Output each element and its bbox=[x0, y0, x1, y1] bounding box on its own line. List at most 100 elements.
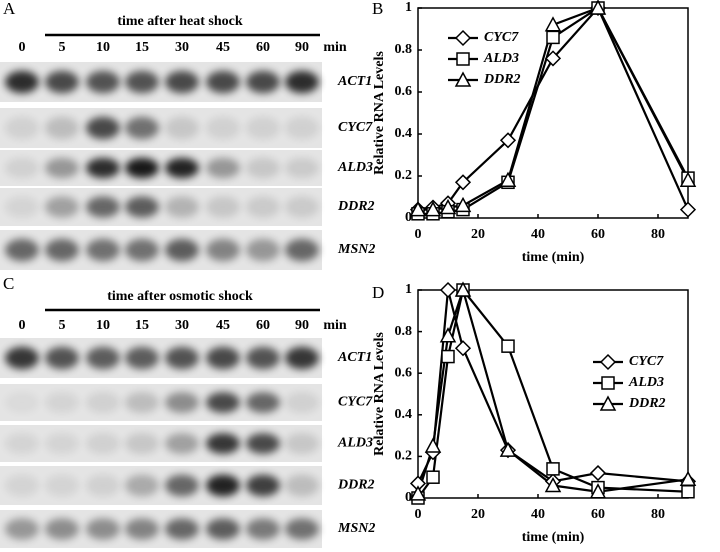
marker bbox=[679, 201, 697, 218]
band bbox=[285, 116, 319, 140]
band bbox=[246, 238, 280, 262]
band bbox=[125, 474, 159, 497]
band bbox=[206, 433, 240, 454]
marker bbox=[426, 470, 440, 484]
x-tick-label: 20 bbox=[471, 507, 485, 522]
band bbox=[86, 196, 120, 218]
legend-label: CYC7 bbox=[484, 30, 519, 45]
marker bbox=[546, 30, 560, 45]
marker bbox=[409, 485, 427, 501]
y-tick-label: 1 bbox=[405, 282, 412, 297]
y-tick-label: 0.8 bbox=[395, 324, 413, 339]
band bbox=[5, 433, 39, 454]
band bbox=[165, 70, 199, 94]
lane-label: 15 bbox=[135, 40, 149, 55]
plot-frame bbox=[417, 7, 689, 219]
marker bbox=[499, 441, 517, 457]
panel-letter: D bbox=[372, 283, 384, 302]
marker bbox=[601, 376, 615, 390]
band bbox=[246, 116, 280, 140]
marker bbox=[454, 281, 472, 297]
gene-label: DDR2 bbox=[337, 199, 375, 214]
lane-label: 5 bbox=[59, 318, 66, 333]
band bbox=[246, 392, 280, 413]
band bbox=[5, 238, 39, 262]
marker bbox=[599, 353, 617, 371]
band bbox=[246, 196, 280, 218]
x-tick-label: 60 bbox=[591, 227, 605, 242]
band bbox=[125, 116, 159, 140]
band bbox=[125, 196, 159, 218]
band bbox=[45, 346, 79, 370]
lane-label: 90 bbox=[295, 318, 309, 333]
y-axis-label: Relative RNA Levels bbox=[372, 332, 387, 456]
band bbox=[165, 116, 199, 140]
legend-label: DDR2 bbox=[483, 72, 521, 87]
band bbox=[206, 238, 240, 262]
band bbox=[45, 433, 79, 454]
panel-letter: C bbox=[3, 274, 14, 293]
marker bbox=[424, 201, 442, 217]
band bbox=[45, 238, 79, 262]
band bbox=[125, 346, 159, 370]
y-tick-label: 0 bbox=[405, 490, 412, 505]
y-tick-label: 0.8 bbox=[395, 42, 413, 57]
band bbox=[45, 116, 79, 140]
x-tick-label: 60 bbox=[591, 507, 605, 522]
band bbox=[5, 157, 39, 179]
lane-label: 0 bbox=[19, 40, 26, 55]
band bbox=[86, 392, 120, 413]
band bbox=[206, 474, 240, 497]
blot-row bbox=[0, 188, 322, 226]
blot-row bbox=[0, 425, 322, 462]
band bbox=[165, 196, 199, 218]
band bbox=[5, 70, 39, 94]
lane-label: 30 bbox=[175, 40, 189, 55]
band bbox=[285, 518, 319, 540]
marker bbox=[409, 201, 427, 217]
plot-frame bbox=[417, 289, 689, 499]
band bbox=[285, 238, 319, 262]
gene-label: ALD3 bbox=[337, 160, 373, 175]
marker bbox=[679, 171, 697, 187]
band bbox=[125, 518, 159, 540]
blot-row bbox=[0, 108, 322, 148]
gene-label: ALD3 bbox=[337, 436, 373, 451]
band bbox=[125, 157, 159, 179]
lane-label: 5 bbox=[59, 40, 66, 55]
marker bbox=[681, 485, 695, 499]
marker bbox=[454, 340, 472, 357]
lane-label: 10 bbox=[96, 40, 110, 55]
marker bbox=[544, 50, 562, 67]
marker bbox=[454, 174, 472, 191]
x-tick-label: 40 bbox=[531, 507, 545, 522]
band bbox=[206, 392, 240, 413]
blot-row bbox=[0, 150, 322, 186]
band bbox=[165, 518, 199, 540]
gene-label: ACT1 bbox=[337, 74, 372, 89]
band bbox=[45, 474, 79, 497]
blot-row bbox=[0, 466, 322, 505]
band bbox=[285, 196, 319, 218]
band bbox=[5, 116, 39, 140]
band bbox=[206, 157, 240, 179]
band bbox=[165, 346, 199, 370]
band bbox=[206, 116, 240, 140]
y-tick-label: 0.4 bbox=[395, 407, 413, 422]
panel-letter: B bbox=[372, 0, 383, 18]
legend-label: CYC7 bbox=[629, 354, 664, 369]
x-tick-label: 0 bbox=[415, 227, 422, 242]
lane-unit: min bbox=[323, 40, 347, 55]
blot-row bbox=[0, 384, 322, 421]
band bbox=[86, 238, 120, 262]
y-tick-label: 0.4 bbox=[395, 126, 413, 141]
band bbox=[246, 70, 280, 94]
lane-label: 45 bbox=[216, 40, 230, 55]
band bbox=[165, 157, 199, 179]
band bbox=[5, 346, 39, 370]
y-axis-label: Relative RNA Levels bbox=[372, 51, 387, 175]
band bbox=[5, 518, 39, 540]
blot-row bbox=[0, 510, 322, 548]
gene-label: DDR2 bbox=[337, 478, 375, 493]
